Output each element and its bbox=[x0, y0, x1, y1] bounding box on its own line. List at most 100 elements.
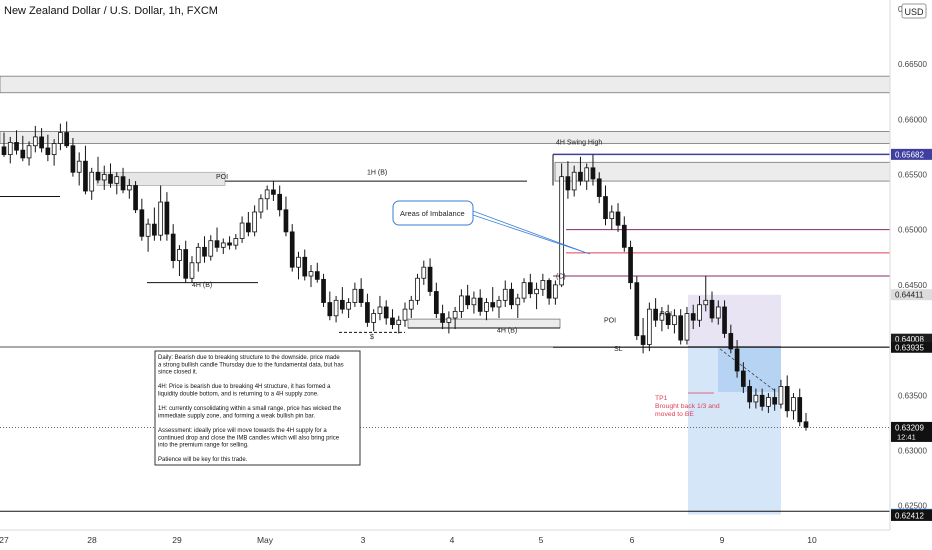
candle-body bbox=[183, 249, 189, 279]
currency-label: USD bbox=[904, 7, 924, 17]
price-label-bg bbox=[891, 341, 932, 353]
candle-72 bbox=[452, 306, 458, 330]
candle-49 bbox=[308, 265, 314, 288]
candle-body bbox=[596, 178, 602, 197]
candle-body bbox=[51, 143, 57, 155]
candle-116 bbox=[728, 324, 734, 354]
candle-122 bbox=[766, 393, 771, 413]
candle-56 bbox=[352, 282, 358, 307]
candle-15 bbox=[95, 156, 101, 184]
analysis-line-1: a strong bullish candle Thursday due to … bbox=[158, 362, 344, 368]
candle-body bbox=[471, 297, 477, 306]
candle-body bbox=[628, 246, 633, 284]
candle-body bbox=[14, 142, 19, 151]
y-tick-3: 0.65500 bbox=[898, 170, 927, 179]
projection-line bbox=[719, 348, 776, 392]
candle-19 bbox=[120, 167, 126, 194]
candle-body bbox=[653, 308, 658, 321]
candle-67 bbox=[421, 260, 427, 285]
time-axis[interactable]: 27 28 29 May 3 4 5 6 9 10 bbox=[0, 529, 890, 545]
price-label-sub: 12:41 bbox=[897, 432, 916, 441]
candle-body bbox=[264, 189, 270, 200]
candle-91 bbox=[571, 165, 577, 197]
candle-body bbox=[258, 198, 264, 213]
candle-98 bbox=[615, 203, 621, 232]
candle-body bbox=[521, 282, 527, 299]
analysis-box bbox=[154, 350, 361, 466]
callout-box bbox=[392, 200, 474, 226]
candle-body bbox=[440, 313, 445, 323]
candle-99 bbox=[621, 216, 627, 252]
candle-body bbox=[396, 319, 402, 326]
candle-7 bbox=[45, 134, 51, 162]
price-label-bg bbox=[891, 421, 932, 442]
candle-body bbox=[7, 142, 13, 155]
price-label-text: 0.64008 bbox=[895, 335, 924, 344]
currency-button[interactable]: USD bbox=[901, 3, 927, 19]
candle-body bbox=[791, 397, 796, 412]
candle-109 bbox=[684, 306, 690, 345]
candle-body bbox=[477, 297, 483, 312]
analysis-line-10: Assessment: ideally price will move towa… bbox=[158, 428, 327, 434]
x-tick-7: 6 bbox=[630, 535, 635, 545]
zone-supply-zone-3 bbox=[554, 161, 891, 182]
symbol-title: New Zealand Dollar / U.S. Dollar, 1h, FX… bbox=[4, 5, 218, 17]
candle-47 bbox=[296, 251, 301, 280]
candle-body bbox=[177, 249, 182, 261]
candle-74 bbox=[465, 284, 470, 310]
candle-124 bbox=[778, 379, 784, 409]
candle-120 bbox=[753, 388, 759, 409]
candle-29 bbox=[183, 240, 189, 283]
candle-18 bbox=[114, 172, 120, 195]
y-tick-2: 0.66000 bbox=[898, 115, 927, 124]
candle-1 bbox=[7, 136, 13, 164]
candle-81 bbox=[509, 282, 514, 310]
candle-body bbox=[490, 302, 496, 308]
candle-body bbox=[615, 211, 621, 226]
candle-66 bbox=[415, 273, 420, 305]
candle-body bbox=[465, 295, 470, 306]
candle-body bbox=[321, 278, 326, 303]
candle-45 bbox=[283, 196, 289, 237]
levels-layer bbox=[0, 153, 890, 512]
price-label-4: 0.63935 bbox=[891, 341, 932, 353]
candle-70 bbox=[440, 304, 445, 330]
analysis-line-8: immediate supply zone, and forming a wea… bbox=[158, 413, 315, 419]
candle-body bbox=[233, 238, 239, 246]
x-tick-4: 3 bbox=[361, 535, 366, 545]
candle-10 bbox=[64, 121, 69, 148]
annotation-4: POI bbox=[216, 174, 228, 181]
annotation-6: POI bbox=[660, 311, 672, 318]
candle-body bbox=[195, 246, 201, 264]
price-label-bg bbox=[891, 333, 932, 345]
analysis-line-14: Patience will be key for this trade. bbox=[158, 457, 248, 463]
candle-93 bbox=[584, 163, 590, 190]
candle-body bbox=[89, 171, 95, 192]
candle-body bbox=[271, 189, 276, 195]
analysis-line-11: continued drop and close the IMB candles… bbox=[158, 435, 340, 441]
annotation-1: 1H (B) bbox=[367, 169, 387, 176]
price-label-text: 0.65682 bbox=[895, 150, 924, 159]
candle-body bbox=[64, 132, 69, 147]
candle-88 bbox=[553, 280, 558, 305]
candle-body bbox=[672, 315, 677, 326]
candle-121 bbox=[759, 388, 765, 411]
candle-body bbox=[39, 136, 44, 149]
candle-14 bbox=[89, 167, 95, 200]
candle-body bbox=[139, 209, 145, 237]
candle-body bbox=[145, 223, 151, 237]
candle-102 bbox=[640, 318, 646, 354]
candle-body bbox=[502, 288, 508, 301]
candle-body bbox=[45, 147, 51, 155]
candle-57 bbox=[358, 278, 364, 307]
candle-55 bbox=[346, 298, 351, 318]
candle-body bbox=[408, 299, 414, 310]
x-tick-0: 27 bbox=[0, 535, 9, 545]
candle-body bbox=[246, 222, 251, 233]
candle-body bbox=[76, 160, 82, 173]
candle-body bbox=[722, 306, 727, 334]
candle-2 bbox=[14, 130, 19, 155]
candle-body bbox=[446, 317, 452, 323]
candle-125 bbox=[784, 375, 790, 418]
